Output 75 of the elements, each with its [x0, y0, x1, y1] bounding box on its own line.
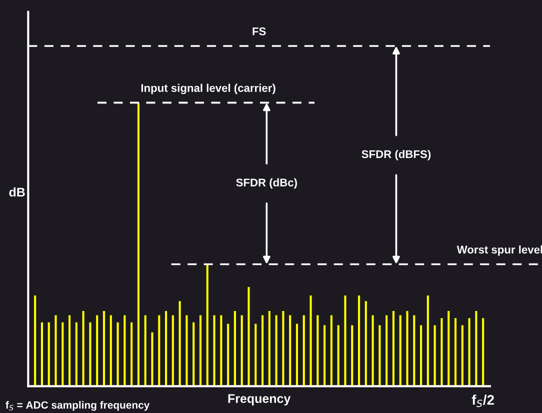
bar [164, 311, 168, 386]
bar [144, 315, 146, 386]
bar [151, 332, 154, 386]
bar [420, 325, 422, 386]
bar [399, 315, 402, 386]
bar [434, 325, 436, 386]
bar [96, 315, 98, 386]
bar [206, 264, 208, 386]
bar [54, 315, 57, 386]
ref-line-label: FS [252, 27, 266, 36]
bar [248, 286, 250, 386]
annotation: SFDR (dBFS) [362, 150, 431, 160]
bar [137, 102, 140, 386]
bar [34, 295, 36, 386]
bar [461, 325, 464, 386]
bar [364, 301, 367, 386]
bar [448, 311, 450, 386]
bar [275, 315, 278, 386]
bar [254, 324, 257, 386]
bar [289, 315, 292, 386]
bar [220, 315, 222, 386]
bar [296, 324, 298, 386]
bar [324, 325, 326, 386]
bar [261, 315, 264, 386]
bar [48, 322, 50, 386]
bar [186, 315, 188, 386]
bar [102, 311, 106, 386]
bar [234, 311, 236, 386]
bar [358, 295, 360, 386]
ref-line-label: Worst spur level [456, 245, 542, 256]
bar [330, 315, 332, 386]
text: f$_{S}$ = ADC sampling frequency [6, 401, 150, 411]
bar [75, 322, 78, 386]
bar [172, 315, 174, 386]
bar [426, 295, 429, 386]
bar [68, 315, 71, 386]
bar [413, 315, 416, 386]
bar [351, 325, 354, 386]
bar [316, 315, 319, 386]
bar [62, 322, 64, 386]
bar [82, 311, 84, 386]
bar [386, 315, 388, 386]
bar [454, 318, 457, 386]
bar [344, 295, 346, 386]
bar [282, 311, 284, 386]
bar [468, 318, 470, 386]
bar [227, 324, 230, 386]
bar [378, 325, 381, 386]
bar [40, 322, 43, 386]
bar [89, 322, 92, 386]
bar [116, 322, 119, 386]
annotation: SFDR (dBc) [236, 178, 297, 189]
bar [110, 315, 112, 386]
bar [199, 315, 202, 386]
bar [158, 315, 160, 386]
bar [392, 311, 395, 386]
x-axis-title: Frequency [228, 394, 291, 406]
bar [440, 318, 443, 386]
bar [268, 311, 270, 386]
bar [178, 301, 181, 386]
bar [213, 315, 216, 386]
bar [475, 311, 478, 386]
bar [310, 295, 312, 386]
bar [240, 315, 243, 386]
bar [406, 311, 408, 386]
ref-line-label: Input signal level (carrier) [141, 84, 276, 94]
bar [372, 315, 374, 386]
bar [124, 315, 126, 386]
bar [192, 322, 195, 386]
bar [302, 315, 305, 386]
bar [130, 322, 133, 386]
text: f$_{S}$/2 [472, 394, 494, 408]
bar [482, 318, 484, 386]
y-axis-title: dB [9, 187, 25, 197]
bar [337, 325, 340, 386]
